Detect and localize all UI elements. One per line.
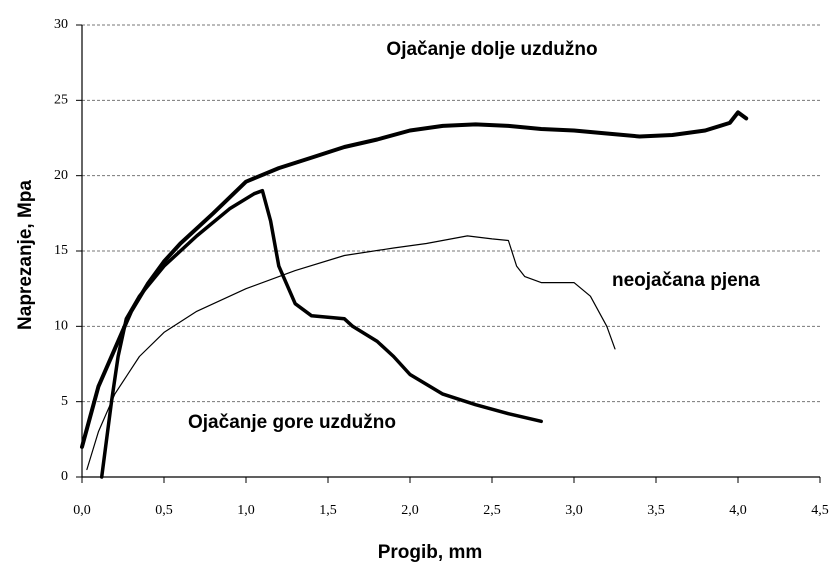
y-tick-label: 25	[54, 93, 68, 108]
y-tick-label: 0	[61, 469, 68, 484]
x-tick-label: 3,5	[647, 503, 665, 518]
series-annotation: Ojačanje gore uzdužno	[188, 412, 396, 433]
y-tick-label: 5	[61, 394, 68, 409]
y-axis-label: Naprezanje, Mpa	[15, 180, 36, 330]
x-tick-label: 4,5	[811, 503, 829, 518]
x-tick-label: 2,0	[401, 503, 419, 518]
x-tick-label: 0,5	[155, 503, 173, 518]
y-tick-label: 10	[54, 319, 68, 334]
x-tick-label: 2,5	[483, 503, 501, 518]
x-tick-label: 4,0	[729, 503, 747, 518]
y-tick-label: 20	[54, 168, 68, 183]
y-tick-label: 15	[54, 243, 68, 258]
x-axis-label: Progib, mm	[378, 542, 483, 563]
series-annotation: neojačana pjena	[612, 270, 760, 291]
x-tick-label: 1,5	[319, 503, 337, 518]
series-line	[99, 188, 543, 479]
x-tick-label: 3,0	[565, 503, 583, 518]
series-line	[86, 235, 616, 471]
y-tick-label: 30	[54, 17, 68, 32]
series-annotation: Ojačanje dolje uzdužno	[386, 39, 597, 60]
x-tick-label: 0,0	[73, 503, 91, 518]
x-tick-label: 1,0	[237, 503, 255, 518]
